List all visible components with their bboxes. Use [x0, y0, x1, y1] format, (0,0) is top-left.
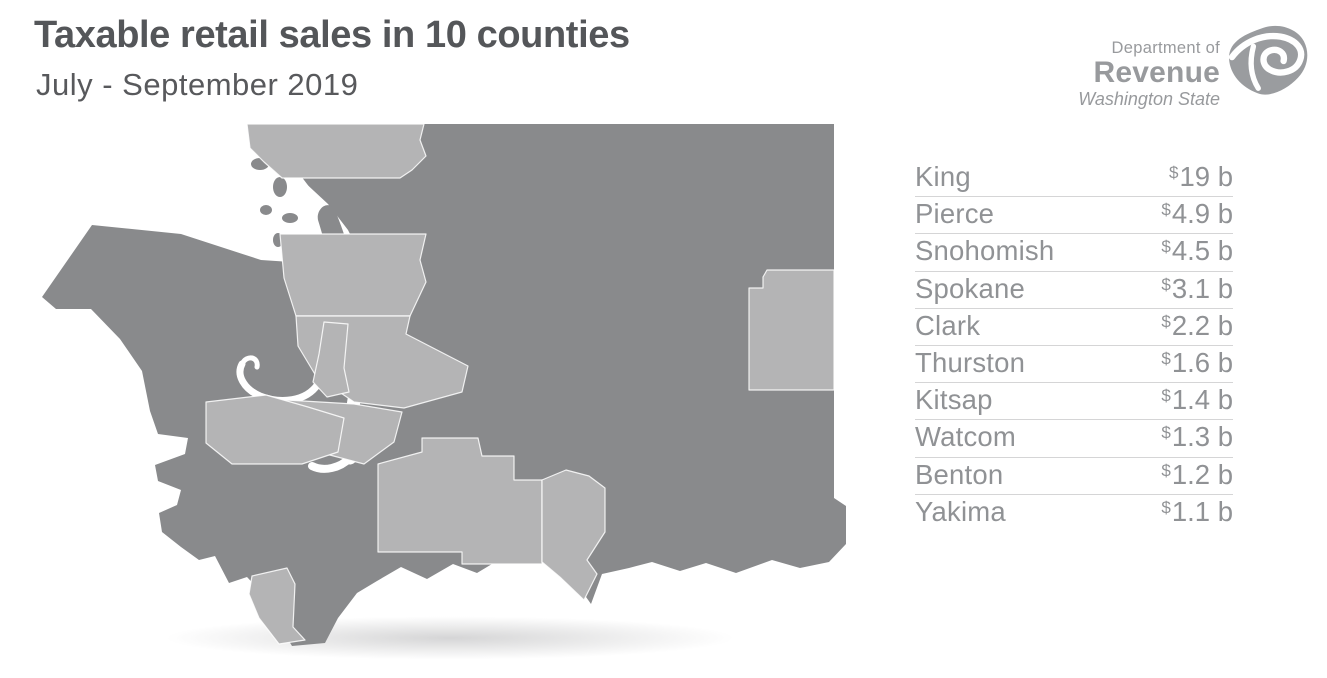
- county-name: Benton: [915, 458, 1004, 490]
- currency-symbol: $: [1161, 274, 1171, 294]
- map-highlighted-counties: [205, 123, 835, 645]
- county-value: $1.4 b: [1161, 383, 1233, 421]
- map-county-yakima: [377, 437, 543, 565]
- value-amount: 1.6 b: [1171, 346, 1233, 378]
- currency-symbol: $: [1161, 311, 1171, 331]
- page-title: Taxable retail sales in 10 counties: [34, 14, 630, 56]
- list-item: Snohomish $4.5 b: [915, 234, 1233, 272]
- map-drop-shadow: [55, 608, 845, 668]
- county-value: $1.3 b: [1161, 420, 1233, 458]
- currency-symbol: $: [1161, 237, 1171, 257]
- county-name: Yakima: [915, 495, 1006, 527]
- washington-county-map: [42, 122, 846, 646]
- list-item: Watcom $1.3 b: [915, 420, 1233, 458]
- currency-symbol: $: [1161, 200, 1171, 220]
- county-name: Spokane: [915, 272, 1025, 304]
- county-value: $1.6 b: [1161, 346, 1233, 384]
- currency-symbol: $: [1161, 386, 1171, 406]
- county-name: King: [915, 161, 971, 192]
- county-name: Watcom: [915, 421, 1017, 453]
- dor-swirl-r-icon: [1228, 25, 1308, 95]
- county-value: $4.9 b: [1161, 197, 1233, 235]
- map-county-benton: [541, 469, 606, 601]
- value-amount: 4.5 b: [1171, 235, 1233, 267]
- map-county-snohomish: [279, 233, 427, 317]
- currency-symbol: $: [1161, 423, 1171, 443]
- logo-department-of: Department of: [1111, 39, 1220, 57]
- currency-symbol: $: [1169, 163, 1179, 182]
- logo-revenue: Revenue: [1093, 55, 1220, 89]
- list-item: Pierce $4.9 b: [915, 197, 1233, 235]
- county-name: Clark: [915, 309, 981, 341]
- map-county-spokane: [748, 269, 835, 391]
- logo-washington-state: Washington State: [1078, 88, 1220, 109]
- value-amount: 2.2 b: [1171, 309, 1233, 341]
- value-amount: 3.1 b: [1171, 272, 1233, 304]
- county-value: $1.2 b: [1161, 458, 1233, 496]
- currency-symbol: $: [1161, 348, 1171, 368]
- county-name: Kitsap: [915, 384, 993, 416]
- list-item: Clark $2.2 b: [915, 309, 1233, 346]
- list-item: Kitsap $1.4 b: [915, 383, 1233, 421]
- value-amount: 4.9 b: [1171, 198, 1233, 230]
- county-value-list: King $19 b Pierce $4.9 b Snohomish $4.5 …: [915, 160, 1233, 532]
- list-item: Spokane $3.1 b: [915, 272, 1233, 309]
- map-county-whatcom: [246, 123, 427, 179]
- value-amount: 1.1 b: [1171, 495, 1233, 527]
- currency-symbol: $: [1161, 497, 1171, 517]
- county-value: $4.5 b: [1161, 234, 1233, 272]
- value-amount: 19 b: [1179, 161, 1233, 192]
- map-county-thurston: [205, 394, 345, 465]
- county-name: Snohomish: [915, 235, 1055, 267]
- value-amount: 1.2 b: [1171, 458, 1233, 490]
- county-value: $2.2 b: [1161, 309, 1233, 347]
- page-subtitle: July - September 2019: [36, 67, 359, 102]
- list-item: Yakima $1.1 b: [915, 495, 1233, 532]
- value-amount: 1.4 b: [1171, 384, 1233, 416]
- county-value: $19 b: [1169, 160, 1233, 198]
- list-item: King $19 b: [915, 160, 1233, 198]
- county-name: Thurston: [915, 346, 1026, 378]
- currency-symbol: $: [1161, 460, 1171, 480]
- list-item: Benton $1.2 b: [915, 458, 1233, 495]
- county-name: Pierce: [915, 198, 995, 230]
- map-county-kitsap: [312, 321, 350, 398]
- list-item: Thurston $1.6 b: [915, 346, 1233, 384]
- value-amount: 1.3 b: [1171, 421, 1233, 453]
- county-value: $1.1 b: [1161, 495, 1233, 533]
- map-county-clark: [248, 567, 306, 645]
- county-value: $3.1 b: [1161, 272, 1233, 310]
- dor-logo: Department of Revenue Washington State: [1035, 40, 1220, 108]
